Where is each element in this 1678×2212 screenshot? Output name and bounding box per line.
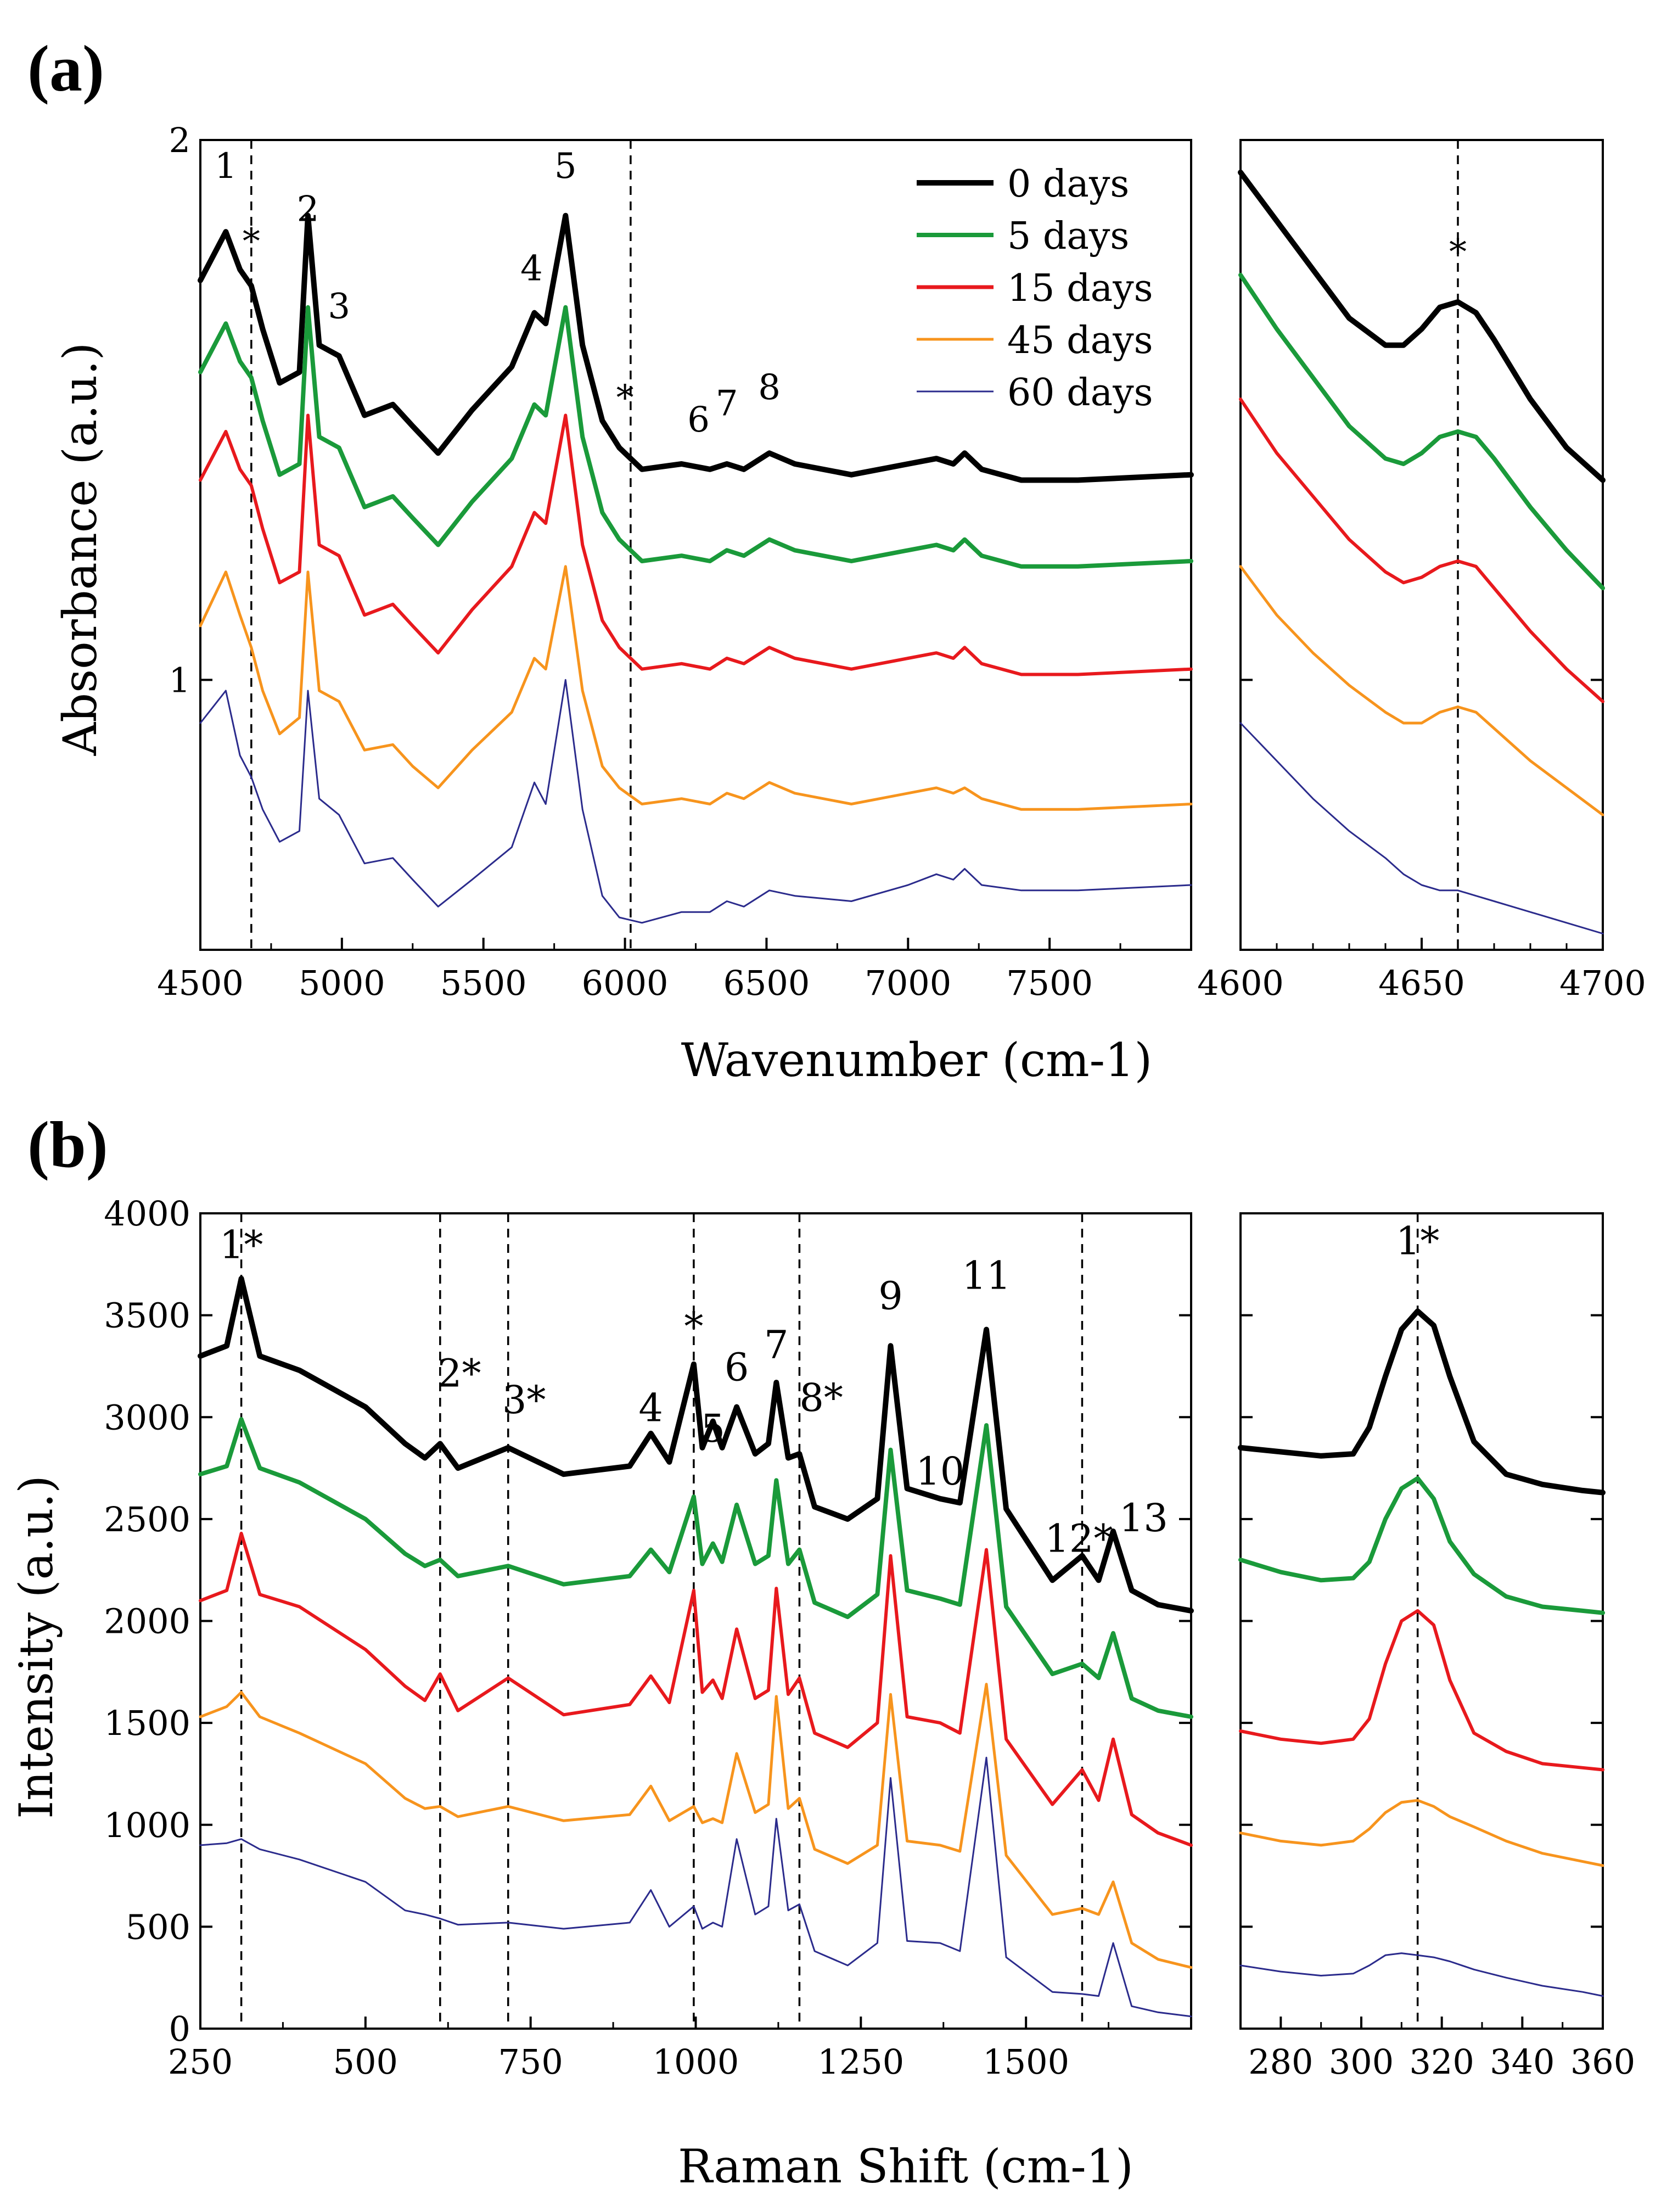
series-5-days: [1238, 272, 1605, 591]
legend-entry-60-days: 60 days: [1007, 371, 1153, 415]
peak-label: *: [616, 378, 634, 419]
peak-label: 11: [962, 1253, 1011, 1298]
x-tick-label: 5000: [299, 963, 385, 1003]
x-tick-label: 1500: [983, 2042, 1069, 2082]
peak-label: 5: [701, 1406, 726, 1451]
chart-b-main: 250 500 750 1000 1250 1500 0 500 1000 1500 2000 250…: [104, 1194, 1194, 2082]
panel-label-a: (a): [27, 32, 104, 105]
y-tick-label: 2500: [104, 1499, 190, 1539]
y-tick-label: 2: [169, 120, 190, 160]
peak-label: 7: [716, 384, 738, 424]
y-tick-label: 1500: [104, 1703, 190, 1743]
series-60-days: [1239, 722, 1604, 934]
peak-label: 10: [916, 1449, 964, 1494]
series-5-days: [198, 1417, 1193, 1719]
y-tick-label: 4000: [104, 1194, 190, 1234]
legend-entry-45-days: 45 days: [1007, 319, 1153, 362]
b-ylabel: Intensity (a.u.): [9, 1475, 63, 1819]
a-xlabel: Wavenumber (cm-1): [681, 1033, 1153, 1087]
series-45-days: [1239, 565, 1604, 816]
x-tick-label: 4600: [1197, 963, 1284, 1003]
panel-label-b: (b): [27, 1108, 108, 1181]
series-60-days: [199, 1756, 1192, 2018]
chart-a-zoom: 4600 4650 4700 *: [1197, 139, 1646, 1003]
x-tick-label: 300: [1329, 2042, 1394, 2082]
x-tick-label: 1250: [817, 2042, 904, 2082]
y-tick-label: 3500: [104, 1296, 190, 1336]
series-0-days: [198, 212, 1194, 483]
series-15-days: [1239, 1609, 1604, 1772]
y-tick-label: 2000: [104, 1601, 190, 1642]
peak-label: 1: [215, 146, 237, 187]
chart-a-zoom-frame: [1239, 139, 1604, 951]
peak-label: *: [243, 222, 260, 262]
series-45-days: [199, 1683, 1193, 1969]
peak-label: 8: [758, 367, 781, 408]
peak-label: 13: [1119, 1496, 1168, 1541]
series-0-days: [1238, 1308, 1606, 1496]
peak-label: 12*: [1045, 1516, 1113, 1561]
x-tick-label: 280: [1248, 2042, 1313, 2082]
series-5-days: [1238, 1476, 1605, 1615]
legend-entry-0-days: 0 days: [1007, 163, 1129, 206]
y-tick-label: 500: [126, 1907, 190, 1947]
y-tick-label: 1000: [104, 1805, 190, 1845]
peak-label: 7: [764, 1323, 789, 1368]
series-60-days: [199, 679, 1192, 924]
x-tick-label: 6000: [582, 963, 669, 1003]
legend-entry-5-days: 5 days: [1007, 215, 1129, 258]
x-tick-label: 4500: [157, 963, 244, 1003]
y-tick-label: 3000: [104, 1397, 190, 1437]
peak-label: 3*: [502, 1377, 546, 1423]
peak-label: *: [1449, 232, 1467, 273]
peak-label: 4: [520, 249, 543, 289]
series-15-days: [199, 1531, 1193, 1847]
x-tick-label: 4700: [1559, 963, 1646, 1003]
series-0-days: [198, 1275, 1194, 1614]
series-15-days: [1239, 397, 1604, 703]
x-tick-label: 750: [498, 2042, 563, 2082]
peak-label: 3: [328, 287, 350, 327]
peak-label: 1*: [220, 1223, 263, 1268]
x-tick-label: 320: [1409, 2042, 1474, 2082]
chart-b-zoom-frame: [1239, 1212, 1604, 2030]
y-tick-label: 1: [169, 660, 190, 700]
x-tick-label: 500: [333, 2042, 398, 2082]
x-tick-label: 1000: [653, 2042, 739, 2082]
peak-label: 9: [878, 1273, 903, 1318]
x-tick-label: 5500: [440, 963, 527, 1003]
series-0-days: [1238, 170, 1606, 483]
b-xlabel: Raman Shift (cm-1): [678, 2140, 1133, 2193]
series-45-days: [1239, 1799, 1604, 1867]
peak-label: 6: [725, 1345, 749, 1390]
peak-label: 8*: [799, 1375, 843, 1420]
peak-label: *: [684, 1304, 703, 1349]
series-60-days: [1239, 1952, 1604, 1997]
x-tick-label: 250: [168, 2042, 233, 2082]
peak-label: 5: [554, 146, 577, 187]
x-tick-label: 360: [1570, 2042, 1635, 2082]
x-tick-label: 6500: [723, 963, 810, 1003]
x-tick-label: 7000: [865, 963, 951, 1003]
peak-label: 2: [297, 189, 319, 230]
chart-b-zoom: 280 300 320 340 360 1*: [1238, 1212, 1635, 2082]
x-tick-label: 340: [1490, 2042, 1554, 2082]
legend-entry-15-days: 15 days: [1007, 267, 1153, 310]
peak-label: 4: [638, 1386, 663, 1431]
x-tick-label: 7500: [1006, 963, 1093, 1003]
x-tick-label: 4650: [1378, 963, 1465, 1003]
series-15-days: [199, 413, 1193, 676]
peak-label: 6: [687, 400, 710, 440]
y-tick-label: 0: [169, 2009, 190, 2049]
series-5-days: [198, 305, 1193, 569]
series-45-days: [199, 565, 1193, 811]
chart-a-main-frame: [199, 139, 1192, 951]
peak-label: 1*: [1396, 1218, 1440, 1263]
a-ylabel: Absorbance (a.u.): [53, 343, 107, 757]
legend: 0 days 5 days 15 days 45 days 60 days: [917, 163, 1153, 415]
peak-label: 2*: [437, 1351, 481, 1396]
